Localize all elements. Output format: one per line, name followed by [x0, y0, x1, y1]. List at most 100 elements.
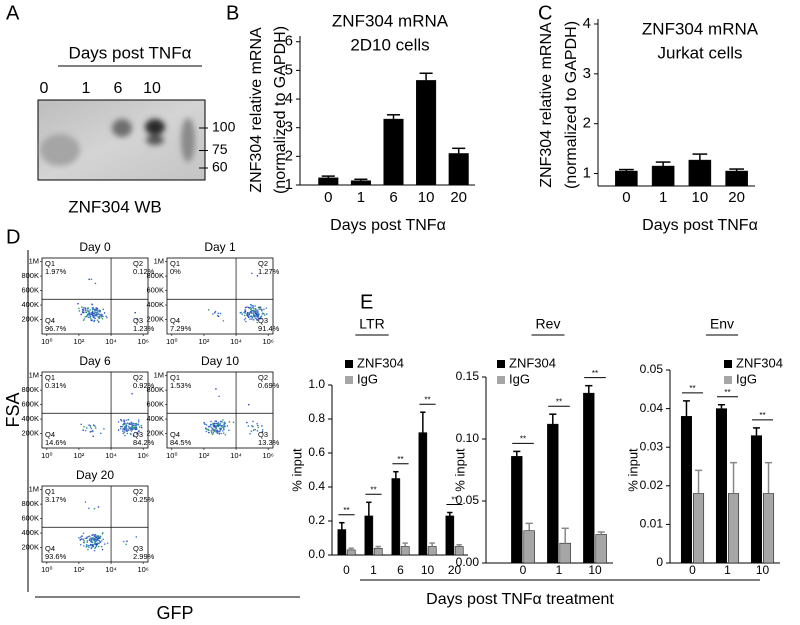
- event-dot: [93, 424, 95, 426]
- y-tick-label: 3: [583, 65, 591, 82]
- event-dot: [128, 426, 130, 429]
- event-dot: [84, 309, 87, 311]
- event-dot: [218, 432, 221, 435]
- event-dot: [89, 426, 92, 428]
- x-tick-label: 0: [324, 189, 332, 206]
- event-dot: [219, 427, 221, 430]
- event-dot: [94, 311, 96, 313]
- flow-y-tick-label: 200K: [21, 543, 39, 552]
- event-dot: [88, 278, 90, 281]
- event-dot: [251, 312, 253, 314]
- legend-swatch: [497, 376, 505, 384]
- error-bar: [597, 531, 605, 535]
- event-dot: [105, 315, 107, 318]
- event-dot: [207, 428, 209, 431]
- flow-x-tick-label: 10²: [199, 337, 210, 346]
- event-dot: [79, 543, 82, 546]
- event-dot: [256, 422, 258, 425]
- quadrant-events: [239, 303, 268, 324]
- chart-title: ZNF304 mRNA: [642, 19, 759, 38]
- x-tick-label: 6: [389, 189, 397, 206]
- flow-y-tick-label: 800K: [21, 385, 39, 394]
- event-dot: [123, 428, 125, 430]
- event-dot: [215, 420, 218, 423]
- y-axis-label: ZNF304 relative mRNA: [538, 22, 555, 188]
- event-dot: [94, 317, 97, 320]
- event-dot: [138, 426, 141, 428]
- bar: [418, 432, 428, 556]
- y-tick-label: 4: [285, 90, 293, 107]
- event-dot: [91, 541, 94, 544]
- event-dot: [85, 537, 88, 539]
- error-bar: [525, 522, 533, 531]
- event-dot: [96, 307, 99, 310]
- event-dot: [252, 425, 254, 428]
- event-dot: [96, 309, 99, 311]
- y-tick-label: 3: [285, 119, 293, 136]
- legend-label: ZNF304: [357, 355, 404, 370]
- event-dot: [90, 311, 93, 314]
- x-tick-label: 0: [622, 189, 630, 206]
- x-tick-label: 10: [588, 563, 602, 577]
- event-dot: [131, 425, 133, 428]
- panel-label: A: [6, 2, 20, 24]
- significance-label: **: [724, 388, 730, 397]
- panel-label: B: [226, 2, 239, 24]
- event-dot: [213, 422, 216, 425]
- event-dot: [217, 312, 219, 315]
- event-dot: [96, 543, 98, 546]
- event-dot: [91, 311, 94, 314]
- event-dot: [244, 309, 246, 311]
- event-dot: [205, 424, 208, 426]
- blot-caption: ZNF304 WB: [68, 197, 162, 216]
- event-dot: [211, 433, 214, 436]
- event-dot: [126, 432, 129, 435]
- quadrant-name: Q3: [258, 430, 268, 439]
- event-dot: [90, 547, 93, 549]
- event-dot: [79, 536, 82, 538]
- quadrant-value-label: 0%: [170, 267, 181, 276]
- flow-frame: [41, 257, 149, 335]
- event-dot: [84, 429, 87, 432]
- y-tick-label: 0.0: [308, 547, 325, 561]
- event-dot: [129, 423, 131, 425]
- flow-title: Day 20: [76, 468, 114, 482]
- event-dot: [93, 549, 96, 552]
- error-bar: [561, 527, 569, 544]
- quadrant-name: Q2: [133, 259, 143, 268]
- flow-y-label: FSA: [3, 392, 23, 427]
- event-dot: [216, 432, 219, 435]
- y-tick-label: 0.8: [308, 411, 325, 425]
- event-dot: [212, 422, 214, 425]
- lane-label: 6: [114, 80, 123, 97]
- event-dot: [94, 282, 97, 285]
- event-dot: [226, 425, 229, 427]
- quadrant-value-label: 1.27%: [258, 267, 280, 276]
- event-dot: [248, 313, 250, 316]
- quadrant-name: Q4: [45, 430, 55, 439]
- event-dot: [103, 428, 105, 430]
- bar: [615, 170, 638, 187]
- event-dot: [212, 432, 215, 434]
- quadrant-value-label: 7.29%: [170, 324, 192, 333]
- event-dot: [117, 421, 120, 423]
- legend-label: IgG: [509, 371, 530, 386]
- event-dot: [222, 432, 225, 434]
- event-dot: [86, 545, 89, 547]
- event-dot: [78, 537, 80, 539]
- event-dot: [79, 539, 82, 541]
- event-dot: [86, 539, 89, 542]
- event-dot: [89, 309, 92, 311]
- event-dot: [83, 541, 85, 543]
- event-dot: [96, 535, 98, 537]
- flow-x-tick-label: 10⁴: [230, 337, 242, 346]
- event-dot: [93, 507, 96, 510]
- error-bar: [402, 542, 408, 547]
- quadrant-events: [215, 388, 220, 398]
- event-dot: [86, 541, 89, 543]
- quadrant-name: Q3: [258, 316, 268, 325]
- significance-label: **: [370, 485, 376, 494]
- event-dot: [246, 314, 249, 317]
- event-dot: [214, 422, 217, 425]
